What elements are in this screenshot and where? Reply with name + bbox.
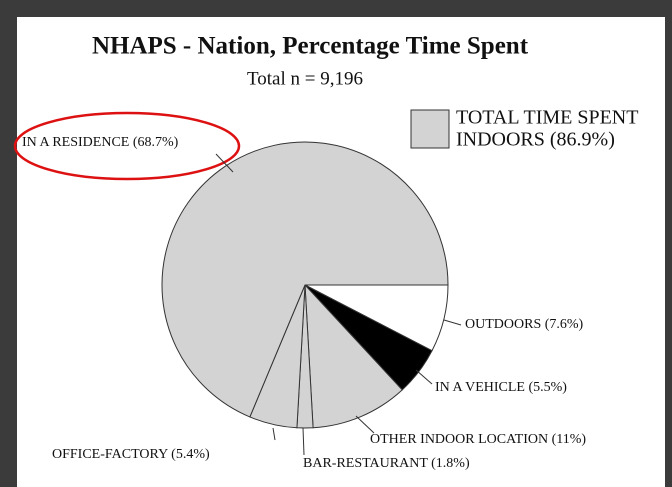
leader-line: [302, 427, 305, 456]
slice-label: IN A RESIDENCE (68.7%): [22, 135, 179, 150]
highlight-ellipse: [13, 111, 241, 181]
slice-label: BAR-RESTAURANT (1.8%): [303, 456, 470, 471]
chart-title: NHAPS - Nation, Percentage Time Spent: [92, 33, 529, 60]
leader-line: [415, 369, 433, 385]
legend-label: INDOORS (86.9%): [456, 129, 615, 151]
slice-label: OTHER INDOOR LOCATION (11%): [370, 432, 586, 447]
slice-label: IN A VEHICLE (5.5%): [435, 380, 567, 395]
slice-label: OFFICE-FACTORY (5.4%): [52, 447, 210, 462]
legend-label: TOTAL TIME SPENT: [456, 107, 638, 129]
leader-line: [272, 427, 276, 441]
leader-line: [215, 153, 234, 173]
pie-slice: [304, 283, 403, 429]
legend-swatch: [410, 109, 450, 149]
leader-line: [443, 319, 462, 326]
leader-line: [355, 415, 375, 434]
pie-slice: [161, 141, 449, 418]
chart-subtitle: Total n = 9,196: [247, 68, 363, 89]
slice-label: OUTDOORS (7.6%): [465, 317, 584, 332]
